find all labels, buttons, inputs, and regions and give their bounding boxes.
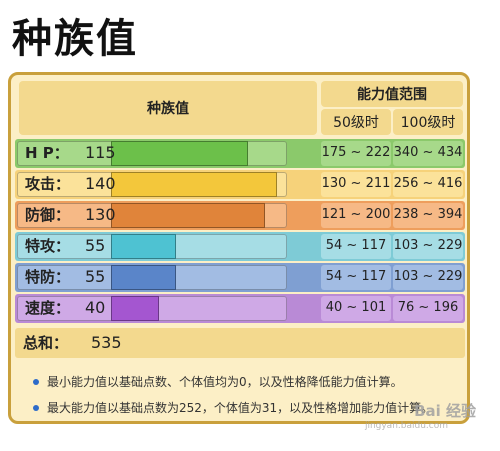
range-lv100: 238 ~ 394: [393, 207, 463, 222]
stat-value: 40: [85, 298, 106, 317]
stat-value: 55: [85, 267, 106, 286]
stat-value: 130: [85, 205, 116, 224]
stat-bar: [111, 141, 248, 166]
note-min: 最小能力值以基础点数、个体值均为0，以及性格降低能力值计算。: [33, 373, 403, 390]
range-cell-lv50: [321, 141, 391, 166]
stat-name: 攻击：: [25, 175, 71, 193]
stat-bar: [111, 265, 176, 290]
range-lv100: 103 ~ 229: [393, 238, 463, 253]
range-lv50: 54 ~ 117: [325, 269, 387, 284]
range-cell-lv50: [321, 296, 391, 321]
range-cell-lv100: [393, 141, 463, 166]
range-lv50: 40 ~ 101: [325, 300, 387, 315]
range-lv50: 175 ~ 222: [321, 145, 391, 160]
stat-name: H P：: [25, 144, 69, 162]
bullet-icon: [33, 404, 39, 411]
stat-bar: [111, 172, 277, 197]
watermark-logo: Bai 经验: [414, 402, 476, 420]
stat-value: 115: [85, 143, 116, 162]
page-title: 种族值: [12, 16, 138, 62]
stat-bar: [111, 203, 265, 228]
total-value: 535: [91, 333, 122, 352]
range-lv100: 76 ~ 196: [397, 300, 459, 315]
range-cell-lv50: [321, 203, 391, 228]
bullet-icon: [33, 378, 39, 385]
range-cell-lv50: [321, 265, 391, 290]
stat-name: 速度：: [25, 299, 71, 317]
note-max: 最大能力值以基础点数为252，个体值为31，以及性格增加能力值计算。: [33, 399, 433, 416]
total-label: 总和：: [23, 334, 69, 352]
stat-bar: [111, 234, 176, 259]
range-lv50: 54 ~ 117: [325, 238, 387, 253]
range-lv100: 103 ~ 229: [393, 269, 463, 284]
range-cell-lv100: [393, 172, 463, 197]
stat-bar: [111, 296, 159, 321]
header-lv50: 50级时: [321, 109, 391, 135]
stat-name: 防御：: [25, 206, 71, 224]
base-stats-card: 种族值 能力值范围 50级时 100级时 H P： 115 175 ~ 222 340…: [8, 72, 470, 424]
range-cell-lv100: [393, 234, 463, 259]
range-lv50: 121 ~ 200: [321, 207, 391, 222]
range-cell-lv50: [321, 234, 391, 259]
range-cell-lv100: [393, 203, 463, 228]
header-lv100: 100级时: [393, 109, 463, 135]
total-row: [15, 328, 465, 358]
stat-name: 特防：: [25, 268, 71, 286]
watermark-url: jingyan.baidu.com: [364, 421, 448, 431]
stat-value: 55: [85, 236, 106, 255]
range-cell-lv50: [321, 172, 391, 197]
range-lv100: 340 ~ 434: [393, 145, 463, 160]
range-cell-lv100: [393, 296, 463, 321]
range-lv100: 256 ~ 416: [393, 176, 463, 191]
range-cell-lv100: [393, 265, 463, 290]
stat-name: 特攻：: [25, 237, 71, 255]
header-stat-range: 能力值范围: [321, 81, 463, 107]
range-lv50: 130 ~ 211: [321, 176, 391, 191]
header-base-stats: 种族值: [19, 81, 317, 135]
stat-value: 140: [85, 174, 116, 193]
